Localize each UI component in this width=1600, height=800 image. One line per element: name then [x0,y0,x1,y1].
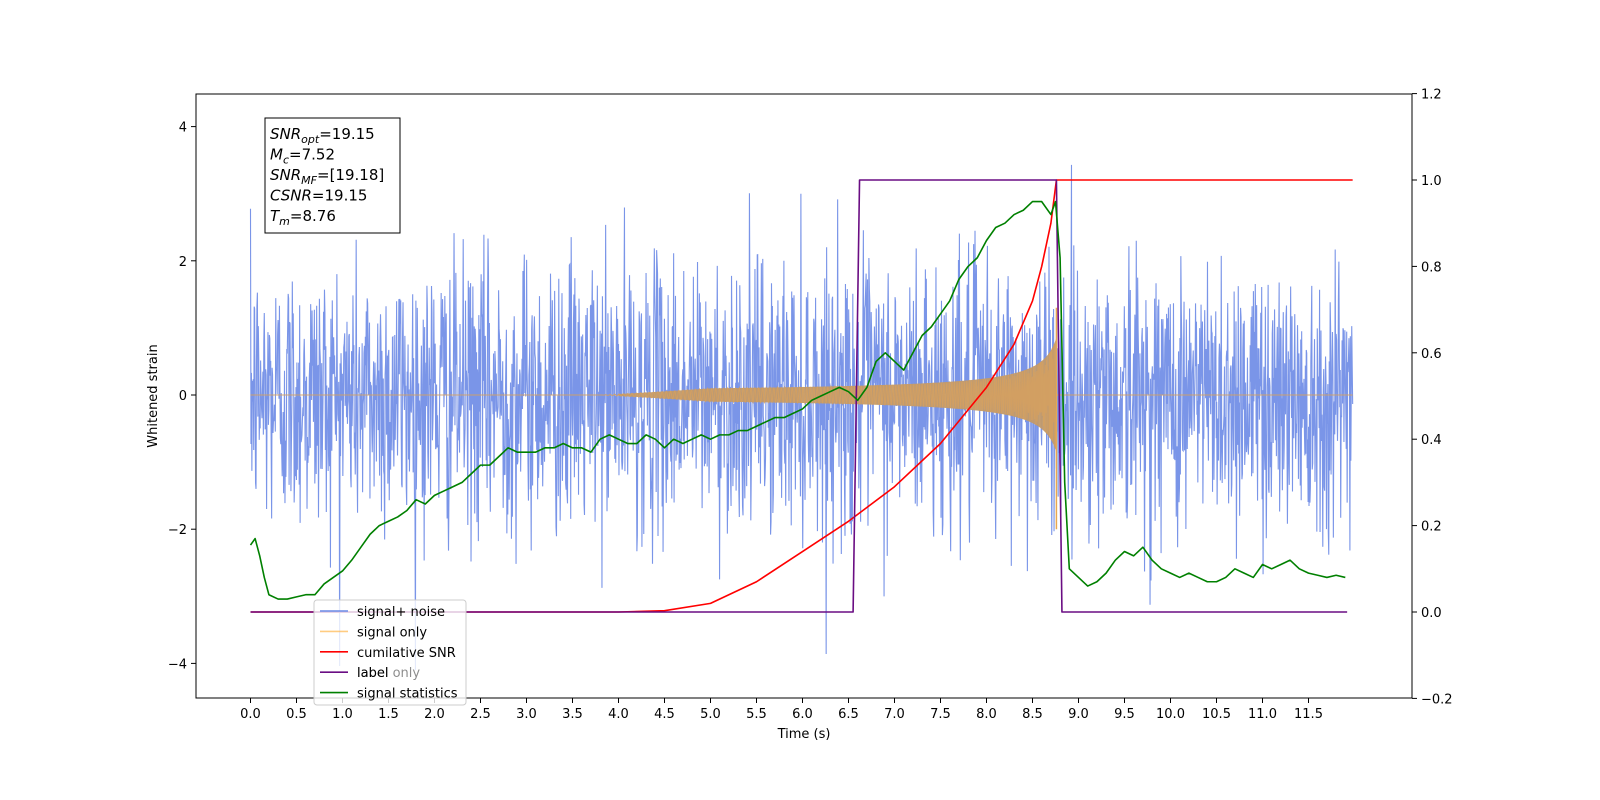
annotation-line: Mc=7.52 [270,146,335,167]
stats-annotation-box: SNRopt=19.15Mc=7.52SNRMF=[19.18]CSNR=19.… [264,117,401,234]
x-tick-label: 9.5 [1114,707,1135,722]
legend-frame [313,599,467,706]
annotation-line: Tm=8.76 [270,207,336,228]
x-tick-label: 4.5 [654,707,675,722]
legend-entry: signal statistics [357,687,458,702]
legend-entry: label [357,666,388,681]
left-y-tick-label: −4 [168,657,187,672]
annotation-frame [264,117,401,234]
x-tick-label: 5.0 [700,707,721,722]
legend-entry: cumilative SNR [357,646,456,661]
right-y-tick-label: 1.2 [1421,88,1442,103]
x-tick-label: 4.0 [608,707,629,722]
right-y-tick-label: 1.0 [1421,174,1442,189]
x-tick-label: 7.5 [930,707,951,722]
x-tick-label: 8.0 [976,707,997,722]
x-tick-label: 11.5 [1294,707,1323,722]
annotation-line: CSNR=19.15 [270,187,367,205]
right-axis-series [249,179,1353,613]
y-axis-label: Whitened strain [146,344,161,447]
right-y-tick-label: 0.6 [1421,347,1442,362]
signal-statistics-line [249,200,1346,600]
signal-only-line [250,343,1353,449]
right-y-tick-label: 0.8 [1421,260,1442,275]
right-y-tick-label: 0.0 [1421,606,1442,621]
x-tick-label: 0.0 [240,707,261,722]
x-tick-label: 2.0 [424,707,445,722]
signal-noise-series [249,164,1354,671]
x-tick-label: 6.0 [792,707,813,722]
legend-entry: signal only [357,625,427,640]
signal-only-series [250,307,1353,530]
x-axis-label: Time (s) [777,727,831,742]
x-tick-label: 10.5 [1202,707,1231,722]
x-tick-label: 6.5 [838,707,859,722]
label-line [250,179,1348,613]
left-y-axis-ticks: 4 2 0 −2 −4 [168,121,196,672]
plot-frame [195,93,1413,699]
x-tick-label: 5.5 [746,707,767,722]
annotation-line: SNRMF=[19.18] [270,166,384,187]
x-tick-label: 11.0 [1248,707,1277,722]
x-tick-label: 3.0 [516,707,537,722]
right-y-tick-label: 0.4 [1421,433,1442,448]
x-tick-label: 7.0 [884,707,905,722]
left-y-tick-label: 0 [179,389,187,404]
left-y-tick-label: 4 [179,121,187,136]
x-tick-label: 1.5 [378,707,399,722]
right-y-tick-label: −0.2 [1421,692,1453,707]
x-axis-ticks: 0.0 0.5 1.0 1.5 2.0 2.5 3.0 3.5 4.0 4.5 5.0 5.5 6.0 6… [240,698,1323,722]
x-tick-label: 2.5 [470,707,491,722]
signal-noise-line [249,164,1354,671]
legend-entry: signal+ noise [357,605,445,620]
x-tick-label: 3.5 [562,707,583,722]
legend-hidden-text: label only [357,666,420,681]
x-tick-label: 10.0 [1156,707,1185,722]
left-y-tick-label: 2 [179,255,187,270]
right-y-axis-ticks: 1.2 1.0 0.8 0.6 0.4 0.2 0.0 −0.2 [1412,88,1453,707]
x-tick-label: 0.5 [286,707,307,722]
x-tick-label: 1.0 [332,707,353,722]
right-y-tick-label: 0.2 [1421,520,1442,535]
left-y-tick-label: −2 [168,523,187,538]
legend: label only signal+ noise signal only cumila… [313,599,467,706]
x-tick-label: 8.5 [1022,707,1043,722]
x-tick-label: 9.0 [1068,707,1089,722]
annotation-line: SNRopt=19.15 [270,125,375,146]
